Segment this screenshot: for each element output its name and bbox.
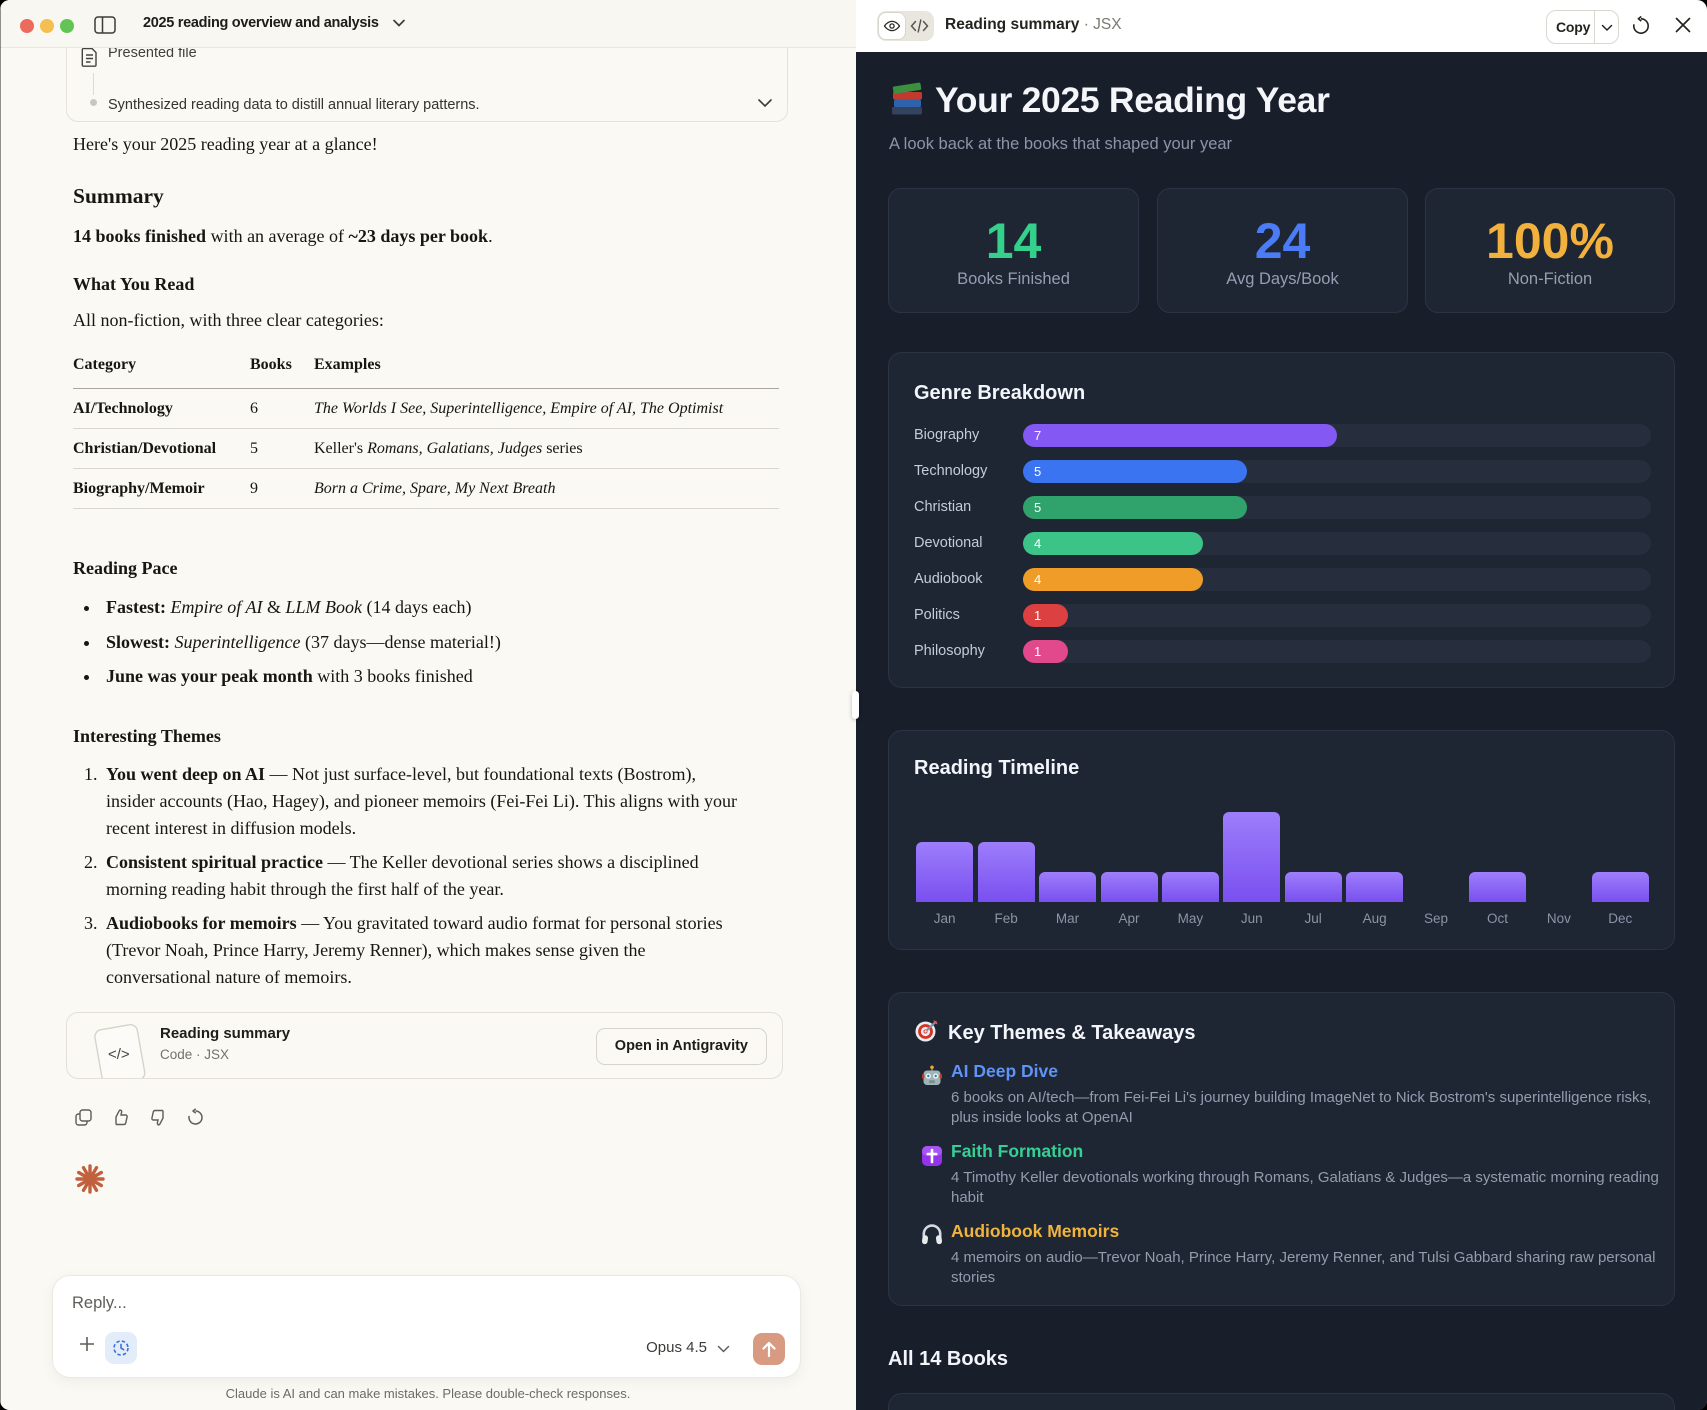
svg-text:</>: </> bbox=[108, 1046, 130, 1063]
